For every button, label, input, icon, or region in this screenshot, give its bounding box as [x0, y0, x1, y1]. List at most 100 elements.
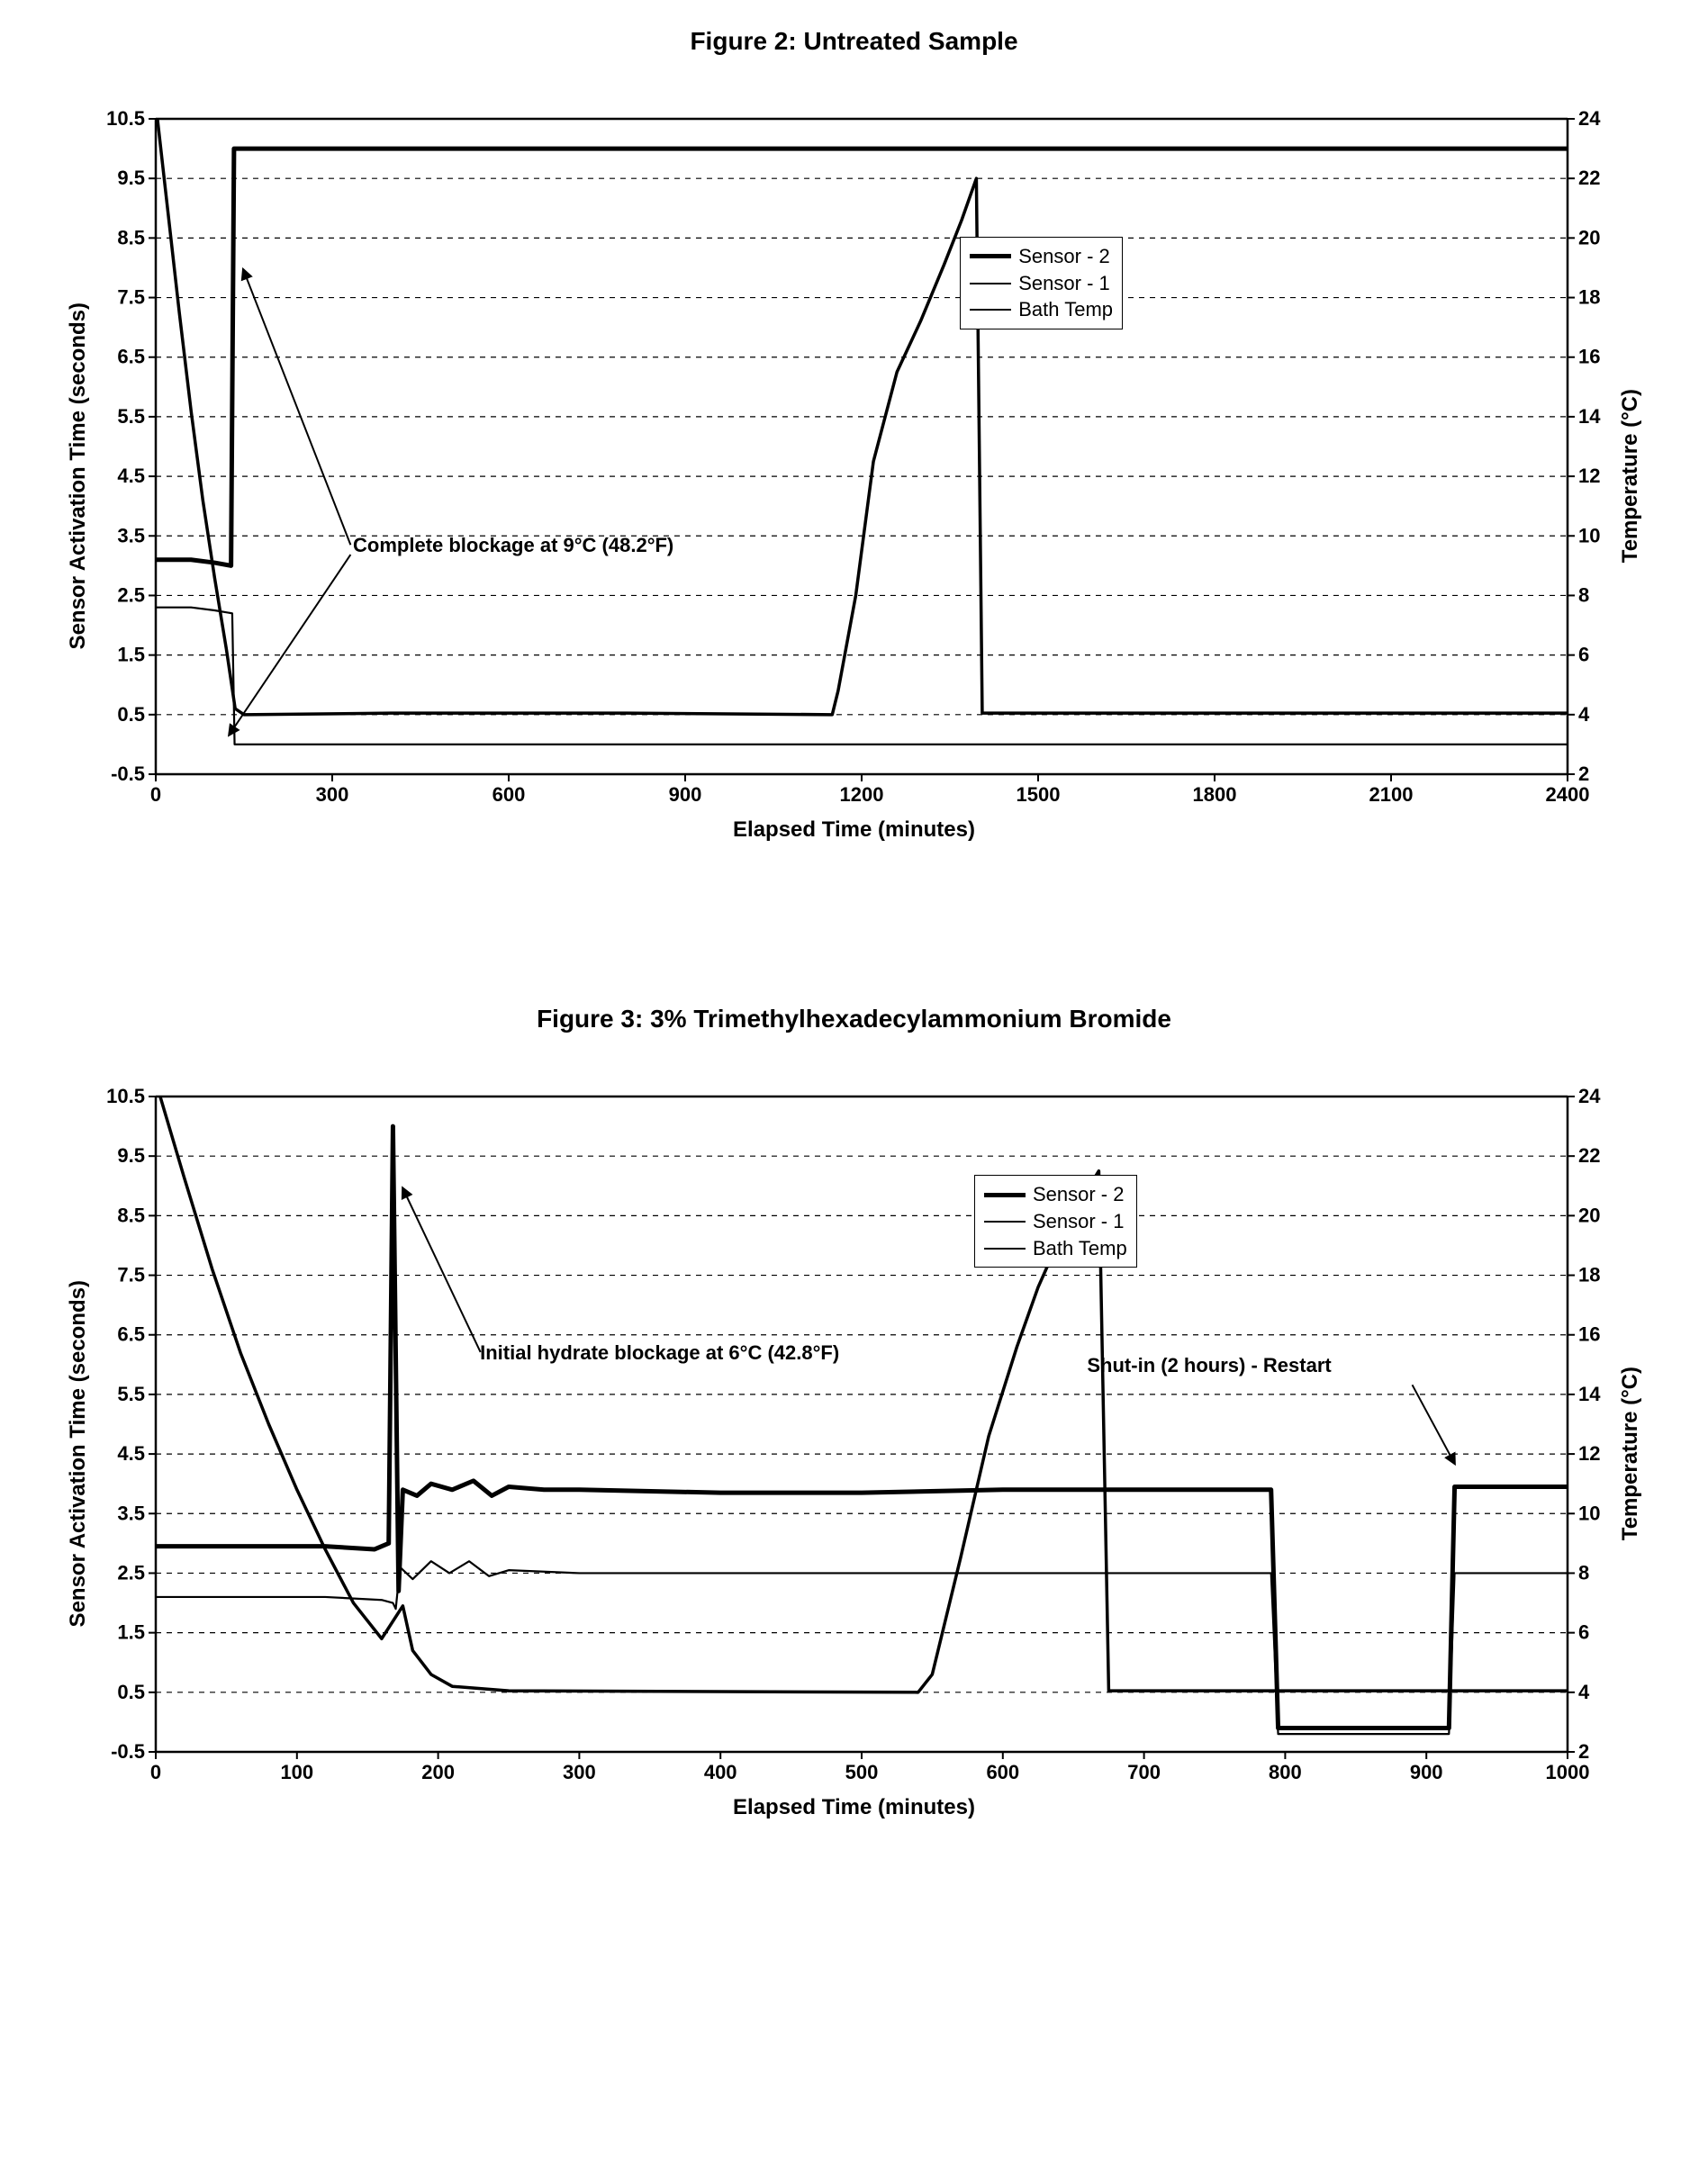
- svg-text:9.5: 9.5: [117, 167, 145, 189]
- annotation: Complete blockage at 9°C (48.2°F): [353, 534, 673, 557]
- svg-text:300: 300: [315, 783, 348, 806]
- legend-swatch: [970, 309, 1011, 311]
- svg-text:2: 2: [1578, 763, 1589, 785]
- svg-text:0.5: 0.5: [117, 703, 145, 726]
- svg-text:0: 0: [149, 783, 160, 806]
- svg-text:8.5: 8.5: [117, 1204, 145, 1226]
- annotation: Shut-in (2 hours) - Restart: [1087, 1354, 1331, 1377]
- legend-label: Sensor - 1: [1033, 1208, 1125, 1235]
- legend-item: Sensor - 2: [984, 1181, 1127, 1208]
- figure3-title: Figure 3: 3% Trimethylhexadecylammonium …: [27, 1005, 1681, 1033]
- svg-text:10.5: 10.5: [106, 110, 145, 130]
- svg-text:20: 20: [1578, 226, 1600, 248]
- svg-text:4: 4: [1578, 1681, 1590, 1703]
- svg-text:5.5: 5.5: [117, 1383, 145, 1405]
- legend-label: Sensor - 2: [1033, 1181, 1125, 1208]
- figure3-plot-area: 01002003004005006007008009001000-0.50.51…: [98, 1088, 1611, 1790]
- svg-text:18: 18: [1578, 1264, 1600, 1286]
- svg-text:4.5: 4.5: [117, 1442, 145, 1465]
- legend-swatch: [970, 283, 1011, 284]
- svg-text:2.5: 2.5: [117, 583, 145, 606]
- svg-text:600: 600: [492, 783, 525, 806]
- svg-text:9.5: 9.5: [117, 1144, 145, 1167]
- figure2-title: Figure 2: Untreated Sample: [27, 27, 1681, 56]
- svg-text:0: 0: [149, 1761, 160, 1783]
- svg-text:8: 8: [1578, 1561, 1589, 1584]
- svg-text:6.5: 6.5: [117, 1323, 145, 1346]
- svg-text:12: 12: [1578, 1442, 1600, 1465]
- svg-text:0.5: 0.5: [117, 1681, 145, 1703]
- svg-text:14: 14: [1578, 405, 1601, 428]
- svg-text:6: 6: [1578, 644, 1589, 666]
- legend-item: Sensor - 1: [984, 1208, 1127, 1235]
- svg-text:4.5: 4.5: [117, 465, 145, 487]
- svg-text:2: 2: [1578, 1740, 1589, 1763]
- svg-text:24: 24: [1578, 1088, 1601, 1107]
- series-bath_temp: [156, 1088, 1568, 1692]
- svg-text:16: 16: [1578, 346, 1600, 368]
- series-sensor2: [156, 1126, 1568, 1728]
- figure3-ylabel-left: Sensor Activation Time (seconds): [66, 1280, 91, 1627]
- svg-text:200: 200: [421, 1761, 455, 1783]
- legend-swatch: [984, 1221, 1026, 1223]
- series-sensor1: [156, 608, 1568, 745]
- svg-text:400: 400: [703, 1761, 737, 1783]
- chart-svg: 01002003004005006007008009001000-0.50.51…: [98, 1088, 1611, 1790]
- figure2-xlabel: Elapsed Time (minutes): [733, 817, 975, 843]
- svg-text:22: 22: [1578, 1144, 1600, 1167]
- svg-text:600: 600: [986, 1761, 1019, 1783]
- svg-text:22: 22: [1578, 167, 1600, 189]
- svg-text:1500: 1500: [1016, 783, 1060, 806]
- svg-text:6: 6: [1578, 1621, 1589, 1644]
- svg-text:12: 12: [1578, 465, 1600, 487]
- svg-text:4: 4: [1578, 703, 1590, 726]
- svg-text:7.5: 7.5: [117, 286, 145, 309]
- legend-label: Sensor - 2: [1018, 243, 1110, 270]
- legend-swatch: [970, 254, 1011, 258]
- svg-text:14: 14: [1578, 1383, 1601, 1405]
- chart-svg: 030060090012001500180021002400-0.50.51.5…: [98, 110, 1611, 812]
- legend-swatch: [984, 1248, 1026, 1250]
- figure2-ylabel-right: Temperature (°C): [1618, 389, 1643, 563]
- svg-text:3.5: 3.5: [117, 1502, 145, 1524]
- svg-text:-0.5: -0.5: [111, 1740, 145, 1763]
- figure2-ylabel-left: Sensor Activation Time (seconds): [66, 302, 91, 649]
- legend-item: Sensor - 1: [970, 270, 1113, 297]
- svg-text:3.5: 3.5: [117, 524, 145, 546]
- legend-label: Bath Temp: [1033, 1235, 1127, 1262]
- figure2-chart: Sensor Activation Time (seconds) 0 300 600…: [27, 110, 1681, 843]
- svg-text:1200: 1200: [839, 783, 883, 806]
- svg-text:10: 10: [1578, 1502, 1600, 1524]
- svg-text:5.5: 5.5: [117, 405, 145, 428]
- svg-text:1000: 1000: [1545, 1761, 1589, 1783]
- legend: Sensor - 2Sensor - 1Bath Temp: [960, 237, 1123, 329]
- figure2-plot-area: 030060090012001500180021002400-0.50.51.5…: [98, 110, 1611, 812]
- svg-text:-0.5: -0.5: [111, 763, 145, 785]
- figure3-ylabel-right: Temperature (°C): [1618, 1367, 1643, 1540]
- legend-label: Bath Temp: [1018, 296, 1113, 323]
- series-bath_temp: [156, 110, 1568, 715]
- svg-text:900: 900: [1409, 1761, 1442, 1783]
- figure3-xlabel: Elapsed Time (minutes): [733, 1795, 975, 1820]
- svg-text:6.5: 6.5: [117, 346, 145, 368]
- svg-text:18: 18: [1578, 286, 1600, 309]
- svg-text:8: 8: [1578, 583, 1589, 606]
- legend-item: Sensor - 2: [970, 243, 1113, 270]
- legend-item: Bath Temp: [984, 1235, 1127, 1262]
- svg-text:16: 16: [1578, 1323, 1600, 1346]
- figure3-chart: Sensor Activation Time (seconds) 0100200…: [27, 1088, 1681, 1820]
- svg-text:2.5: 2.5: [117, 1561, 145, 1584]
- svg-text:900: 900: [668, 783, 701, 806]
- svg-text:500: 500: [845, 1761, 878, 1783]
- legend-item: Bath Temp: [970, 296, 1113, 323]
- svg-text:1.5: 1.5: [117, 1621, 145, 1644]
- svg-text:10.5: 10.5: [106, 1088, 145, 1107]
- svg-text:700: 700: [1127, 1761, 1161, 1783]
- svg-text:20: 20: [1578, 1204, 1600, 1226]
- svg-text:2100: 2100: [1369, 783, 1413, 806]
- svg-text:24: 24: [1578, 110, 1601, 130]
- svg-text:7.5: 7.5: [117, 1264, 145, 1286]
- svg-text:10: 10: [1578, 524, 1600, 546]
- svg-text:8.5: 8.5: [117, 226, 145, 248]
- svg-text:800: 800: [1269, 1761, 1302, 1783]
